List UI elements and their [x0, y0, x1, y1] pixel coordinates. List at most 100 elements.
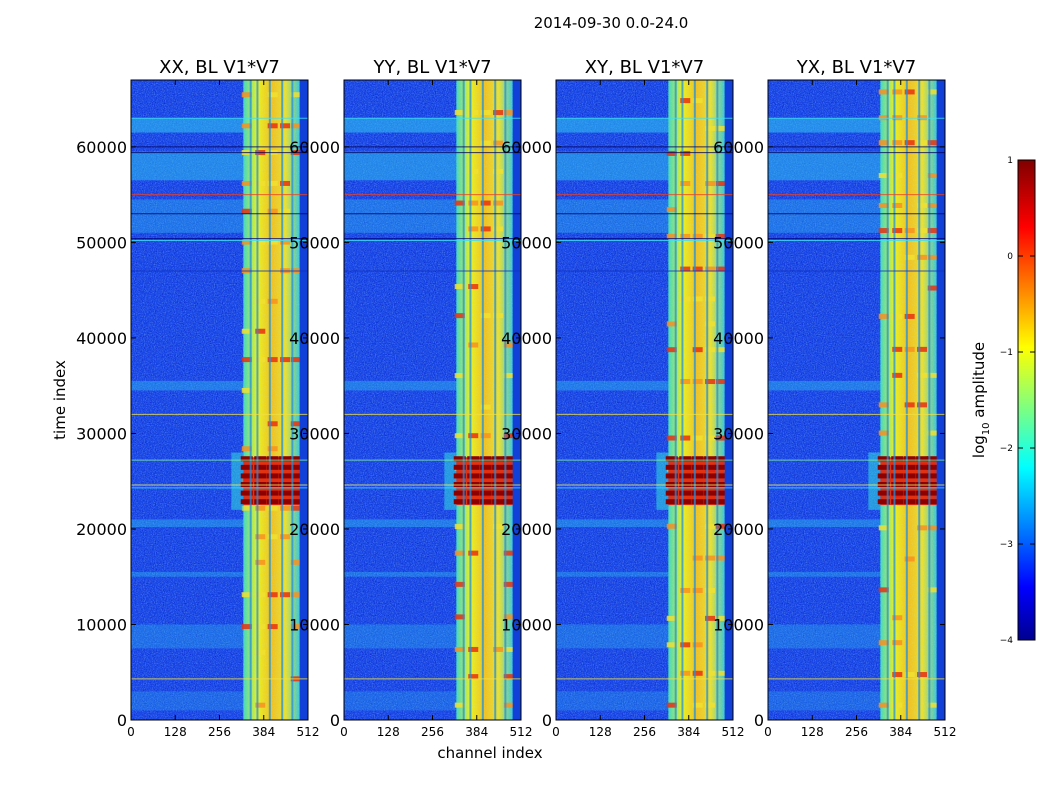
signal-blob [255, 505, 266, 511]
peak-blob [453, 499, 466, 505]
y-tick-label: 10000 [501, 615, 552, 634]
signal-blob [878, 313, 889, 319]
signal-blob [666, 615, 677, 621]
signal-blob [715, 266, 726, 272]
colorbar-tick-label: 0 [1007, 252, 1013, 262]
colorbar-tick-label: −1 [1000, 348, 1013, 358]
signal-blob [290, 92, 301, 98]
y-tick-label: 60000 [76, 138, 127, 157]
signal-blob [917, 228, 928, 234]
y-tick-label: 50000 [501, 233, 552, 252]
signal-blob [255, 649, 266, 655]
signal-blob [892, 672, 903, 678]
peak-blob [926, 456, 939, 462]
signal-blob [267, 505, 278, 511]
panel-title: YY, BL V1*V7 [372, 57, 491, 78]
signal-blob [280, 180, 291, 186]
signal-blob [267, 421, 278, 427]
signal-blob [255, 624, 266, 630]
signal-blob [680, 150, 691, 156]
y-tick-label: 30000 [713, 424, 764, 443]
y-tick-label: 20000 [713, 520, 764, 539]
signal-blob [705, 702, 716, 708]
peak-blob [240, 490, 253, 496]
signal-blob [892, 173, 903, 179]
signal-blob [715, 181, 726, 187]
signal-blob [692, 379, 703, 385]
peak-blob [916, 490, 929, 496]
signal-blob [241, 92, 252, 98]
signal-blob [917, 402, 928, 408]
signal-blob [468, 200, 479, 206]
peak-blob [714, 473, 727, 479]
peak-blob [891, 456, 904, 462]
signal-band-noise [243, 80, 300, 720]
peak-blob [691, 464, 704, 470]
y-tick-label: 0 [542, 711, 552, 730]
y-tick-label: 10000 [289, 615, 340, 634]
time-band [768, 380, 945, 391]
signal-blob [503, 702, 514, 708]
y-tick-label: 40000 [76, 329, 127, 348]
signal-blob [480, 404, 491, 410]
signal-band-noise [456, 80, 513, 720]
signal-blob [280, 534, 291, 540]
signal-blob [892, 372, 903, 378]
y-tick-label: 60000 [501, 138, 552, 157]
band-edge [724, 80, 733, 720]
signal-blob [468, 284, 479, 290]
signal-blob [241, 328, 252, 334]
peak-halo [868, 452, 881, 510]
peak-blob [279, 464, 292, 470]
x-tick-label: 384 [465, 725, 488, 739]
x-tick-label: 0 [552, 725, 560, 739]
signal-blob [715, 555, 726, 561]
time-band [556, 380, 733, 391]
signal-blob [267, 446, 278, 452]
peak-blob [891, 473, 904, 479]
colorbar: 10−1−2−3−4 log10 amplitude [970, 156, 1036, 646]
peak-blob [714, 499, 727, 505]
signal-blob [927, 89, 938, 95]
signal-blob [705, 181, 716, 187]
colorbar-label-sub: 10 [981, 422, 992, 435]
peak-blob [240, 464, 253, 470]
y-tick-label: 10000 [713, 615, 764, 634]
signal-blob [692, 233, 703, 239]
signal-blob [666, 642, 677, 648]
signal-blob [692, 587, 703, 593]
peak-blob [467, 490, 480, 496]
signal-blob [917, 140, 928, 146]
peak-blob [903, 499, 916, 505]
signal-blob [705, 555, 716, 561]
signal-blob [493, 524, 504, 530]
signal-blob [666, 702, 677, 708]
y-tick-label: 40000 [713, 329, 764, 348]
peak-blob [926, 499, 939, 505]
y-tick-label: 0 [117, 711, 127, 730]
signal-blob [878, 702, 889, 708]
signal-blob [241, 592, 252, 598]
peak-blob [289, 456, 302, 462]
peak-region [880, 457, 937, 506]
peak-blob [266, 464, 279, 470]
signal-blob [267, 239, 278, 245]
signal-blob [715, 379, 726, 385]
peak-blob [289, 499, 302, 505]
peak-blob [502, 464, 515, 470]
signal-blob [468, 674, 479, 680]
signal-blob [503, 550, 514, 556]
signal-blob [267, 92, 278, 98]
signal-blob [878, 402, 889, 408]
signal-blob [493, 110, 504, 116]
signal-blob [705, 347, 716, 353]
signal-blob [692, 555, 703, 561]
time-band [344, 380, 521, 391]
signal-blob [680, 233, 691, 239]
signal-blob [241, 239, 252, 245]
signal-blob [715, 347, 726, 353]
signal-blob [255, 559, 266, 565]
x-axis-label: channel index [437, 744, 542, 762]
signal-blob [680, 379, 691, 385]
signal-blob [493, 313, 504, 319]
